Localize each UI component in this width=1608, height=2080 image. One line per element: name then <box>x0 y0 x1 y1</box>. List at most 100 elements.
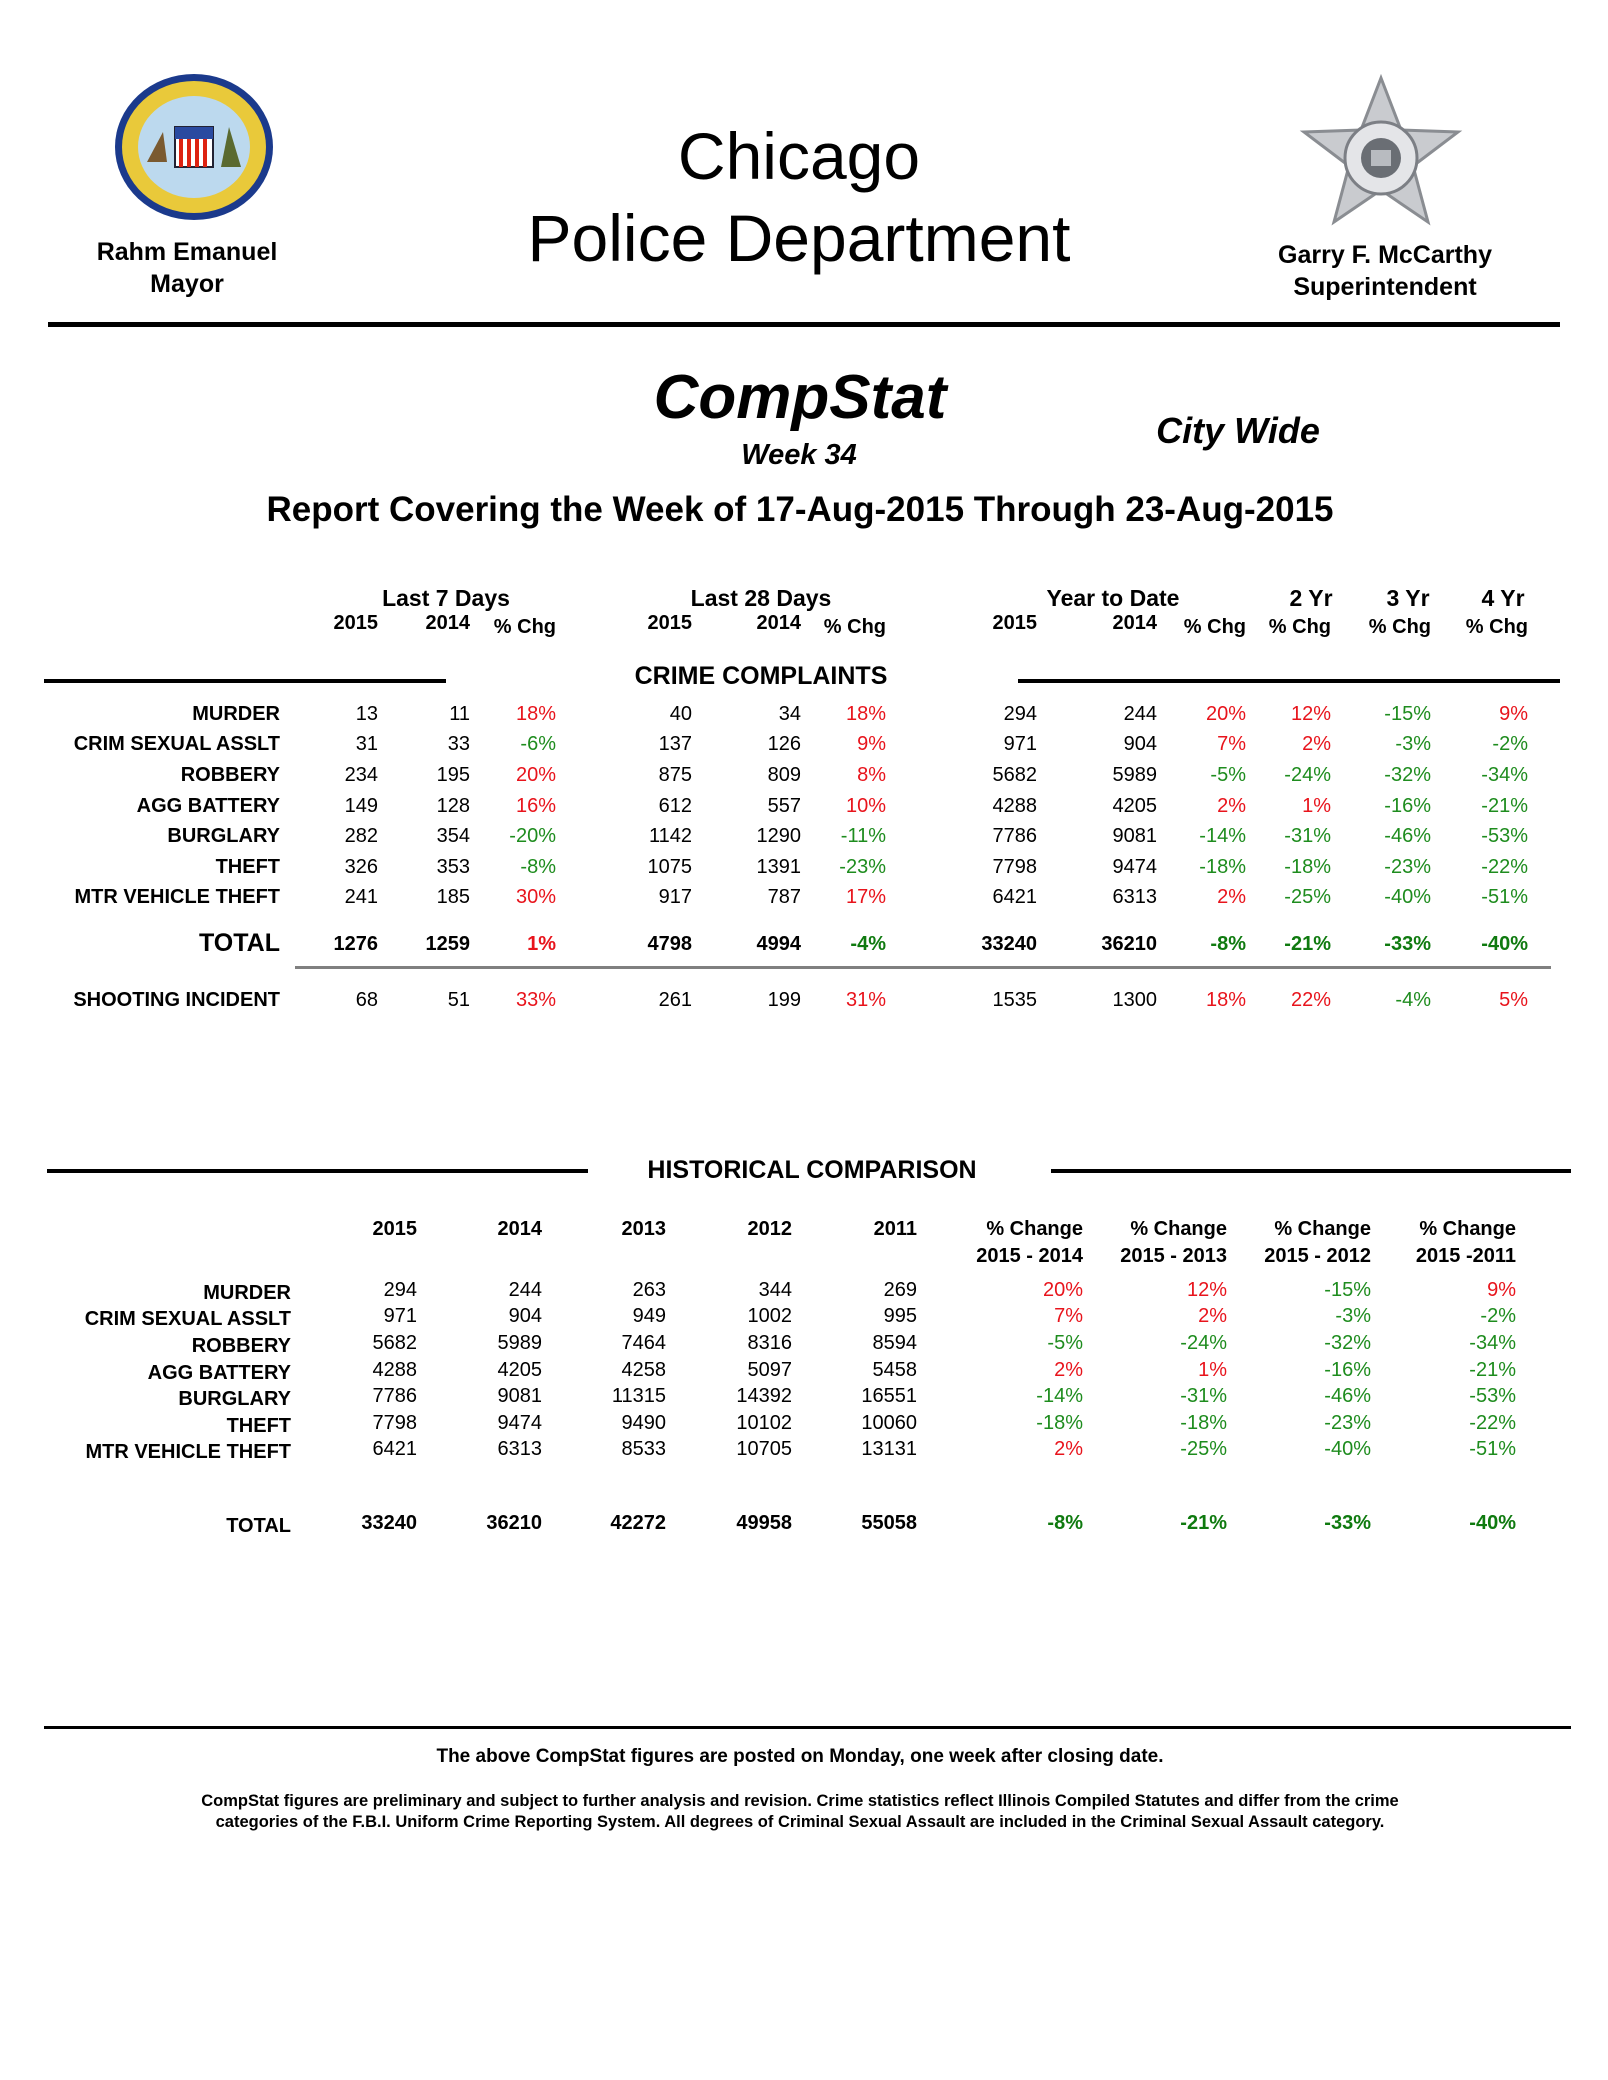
column-group-header: Year to Date <box>1046 585 1180 611</box>
table-cell: 33240 <box>361 1512 417 1534</box>
table-cell: -53% <box>1481 825 1528 847</box>
superintendent-title: Superintendent <box>1293 273 1477 301</box>
table-cell: 7798 <box>372 1412 418 1434</box>
column-subheader: 2015 -2011 <box>1415 1245 1516 1267</box>
table-cell: 294 <box>383 1279 417 1301</box>
table-cell: 995 <box>883 1305 917 1327</box>
table-cell: -11% <box>840 825 886 847</box>
table-cell: 195 <box>436 764 470 786</box>
mayor-title: Mayor <box>150 270 224 298</box>
column-header: % Chg <box>823 616 886 638</box>
table-cell: -8% <box>1210 933 1246 955</box>
table-cell: 9490 <box>621 1412 667 1434</box>
table-cell: 1276 <box>333 933 379 955</box>
table-cell: 8533 <box>621 1438 667 1460</box>
table-cell: 126 <box>767 733 801 755</box>
table-cell: 8594 <box>872 1332 918 1354</box>
table-cell: 261 <box>658 989 692 1011</box>
historical-title: HISTORICAL COMPARISON <box>647 1156 977 1184</box>
table-cell: -40% <box>1469 1512 1516 1534</box>
table-cell: 1290 <box>756 825 802 847</box>
table-cell: 904 <box>1123 733 1157 755</box>
row-label: MURDER <box>203 1282 291 1304</box>
table-cell: 4258 <box>621 1359 667 1381</box>
table-cell: 149 <box>344 795 378 817</box>
row-label: AGG BATTERY <box>147 1362 291 1384</box>
table-cell: 5458 <box>872 1359 918 1381</box>
table-cell: 2% <box>1217 886 1246 908</box>
table-cell: 30% <box>515 886 556 908</box>
table-cell: -16% <box>1324 1359 1371 1381</box>
table-cell: 7% <box>1217 733 1246 755</box>
table-cell: 17% <box>845 886 886 908</box>
table-cell: -24% <box>1180 1332 1227 1354</box>
table-cell: 4205 <box>1112 795 1158 817</box>
table-cell: 8% <box>857 764 886 786</box>
posting-note: The above CompStat figures are posted on… <box>436 1746 1164 1767</box>
table-cell: 36210 <box>1101 933 1157 955</box>
column-group-header: 3 Yr <box>1386 585 1430 611</box>
table-cell: 42272 <box>610 1512 666 1534</box>
table-cell: 10102 <box>736 1412 792 1434</box>
table-cell: -51% <box>1481 886 1528 908</box>
table-cell: -18% <box>1199 856 1246 878</box>
table-cell: 7786 <box>992 825 1038 847</box>
row-label: THEFT <box>226 1415 291 1437</box>
table-cell: 18% <box>1205 989 1246 1011</box>
table-cell: 10% <box>845 795 886 817</box>
table-cell: -31% <box>1180 1385 1227 1407</box>
table-cell: 185 <box>436 886 470 908</box>
table-cell: 137 <box>658 733 692 755</box>
table-cell: 1% <box>527 933 556 955</box>
row-label: TOTAL <box>198 929 280 957</box>
table-cell: -53% <box>1469 1385 1516 1407</box>
table-cell: 6421 <box>372 1438 418 1460</box>
table-cell: 269 <box>883 1279 917 1301</box>
table-cell: 282 <box>344 825 378 847</box>
table-cell: 1259 <box>425 933 471 955</box>
table-cell: -21% <box>1469 1359 1516 1381</box>
table-cell: 7786 <box>372 1385 418 1407</box>
row-label: ROBBERY <box>191 1335 291 1357</box>
table-cell: 344 <box>758 1279 792 1301</box>
table-cell: 7% <box>1054 1305 1083 1327</box>
column-group-header: Last 7 Days <box>382 585 510 611</box>
table-cell: 9474 <box>1112 856 1158 878</box>
table-cell: 5097 <box>747 1359 793 1381</box>
table-cell: 1002 <box>747 1305 793 1327</box>
table-cell: 6313 <box>497 1438 543 1460</box>
table-cell: 2% <box>1054 1359 1083 1381</box>
column-header: % Change <box>1419 1218 1516 1240</box>
table-cell: 809 <box>767 764 801 786</box>
table-cell: 5682 <box>372 1332 418 1354</box>
row-label: MTR VEHICLE THEFT <box>85 1441 291 1463</box>
table-cell: 51 <box>447 989 470 1011</box>
column-header: 2011 <box>873 1218 917 1240</box>
column-header: % Chg <box>1183 616 1246 638</box>
table-cell: -15% <box>1384 703 1431 725</box>
table-cell: -21% <box>1481 795 1528 817</box>
table-cell: 8316 <box>747 1332 793 1354</box>
table-cell: 7464 <box>621 1332 667 1354</box>
table-cell: 294 <box>1003 703 1037 725</box>
row-label: AGG BATTERY <box>136 795 280 817</box>
table-cell: 20% <box>515 764 556 786</box>
table-cell: -32% <box>1384 764 1431 786</box>
table-cell: 557 <box>767 795 801 817</box>
table-cell: -18% <box>1284 856 1331 878</box>
table-cell: -2% <box>1492 733 1528 755</box>
row-label: MURDER <box>192 703 280 725</box>
column-header: 2015 <box>372 1218 418 1240</box>
table-cell: 904 <box>508 1305 542 1327</box>
table-cell: 2% <box>1302 733 1331 755</box>
table-cell: 199 <box>767 989 801 1011</box>
table-cell: 22% <box>1290 989 1331 1011</box>
column-header: 2014 <box>1112 612 1158 634</box>
table-cell: -51% <box>1469 1438 1516 1460</box>
table-cell: 4288 <box>372 1359 418 1381</box>
table-cell: -23% <box>1324 1412 1371 1434</box>
table-cell: 68 <box>355 989 378 1011</box>
table-cell: 1% <box>1198 1359 1227 1381</box>
row-label: ROBBERY <box>180 764 280 786</box>
table-cell: 949 <box>632 1305 666 1327</box>
